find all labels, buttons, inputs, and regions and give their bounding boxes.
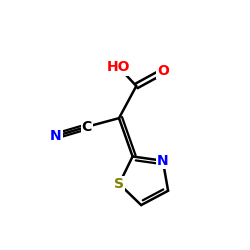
Text: S: S — [114, 177, 124, 191]
Text: C: C — [82, 120, 92, 134]
Text: O: O — [158, 64, 170, 78]
Text: N: N — [50, 129, 62, 143]
Text: N: N — [157, 154, 168, 168]
Text: HO: HO — [107, 60, 131, 74]
